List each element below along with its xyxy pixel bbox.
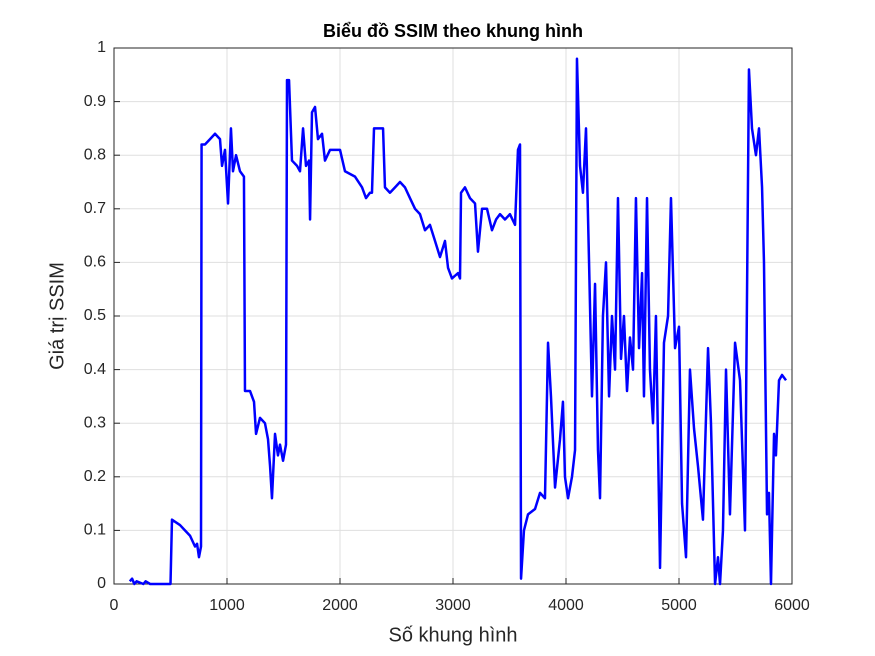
data-line xyxy=(128,57,788,586)
chart-title: Biểu đồ SSIM theo khung hình xyxy=(323,21,583,41)
y-tick-label: 0.3 xyxy=(84,414,106,431)
y-tick-label: 0 xyxy=(97,575,106,592)
x-axis-label: Số khung hình xyxy=(389,624,518,646)
y-axis-label: Giá trị SSIM xyxy=(46,262,68,370)
y-tick-label: 0.2 xyxy=(84,468,106,485)
y-tick-label: 0.4 xyxy=(84,361,106,378)
x-tick-label: 1000 xyxy=(209,597,245,614)
y-tick-label: 0.6 xyxy=(84,254,106,271)
x-tick-label: 3000 xyxy=(435,597,471,614)
x-tick-label: 5000 xyxy=(661,597,697,614)
y-tick-label: 0.8 xyxy=(84,146,106,163)
y-tick-label: 0.9 xyxy=(84,93,106,110)
x-tick-label: 2000 xyxy=(322,597,358,614)
plot-frame xyxy=(113,47,793,585)
y-tick-label: 1 xyxy=(97,39,106,56)
y-tick-label: 0.5 xyxy=(84,307,106,324)
x-tick-label: 4000 xyxy=(548,597,584,614)
x-tick-label: 0 xyxy=(110,597,119,614)
x-tick-label: 6000 xyxy=(774,597,810,614)
y-tick-label: 0.7 xyxy=(84,200,106,217)
y-tick-label: 0.1 xyxy=(84,522,106,539)
